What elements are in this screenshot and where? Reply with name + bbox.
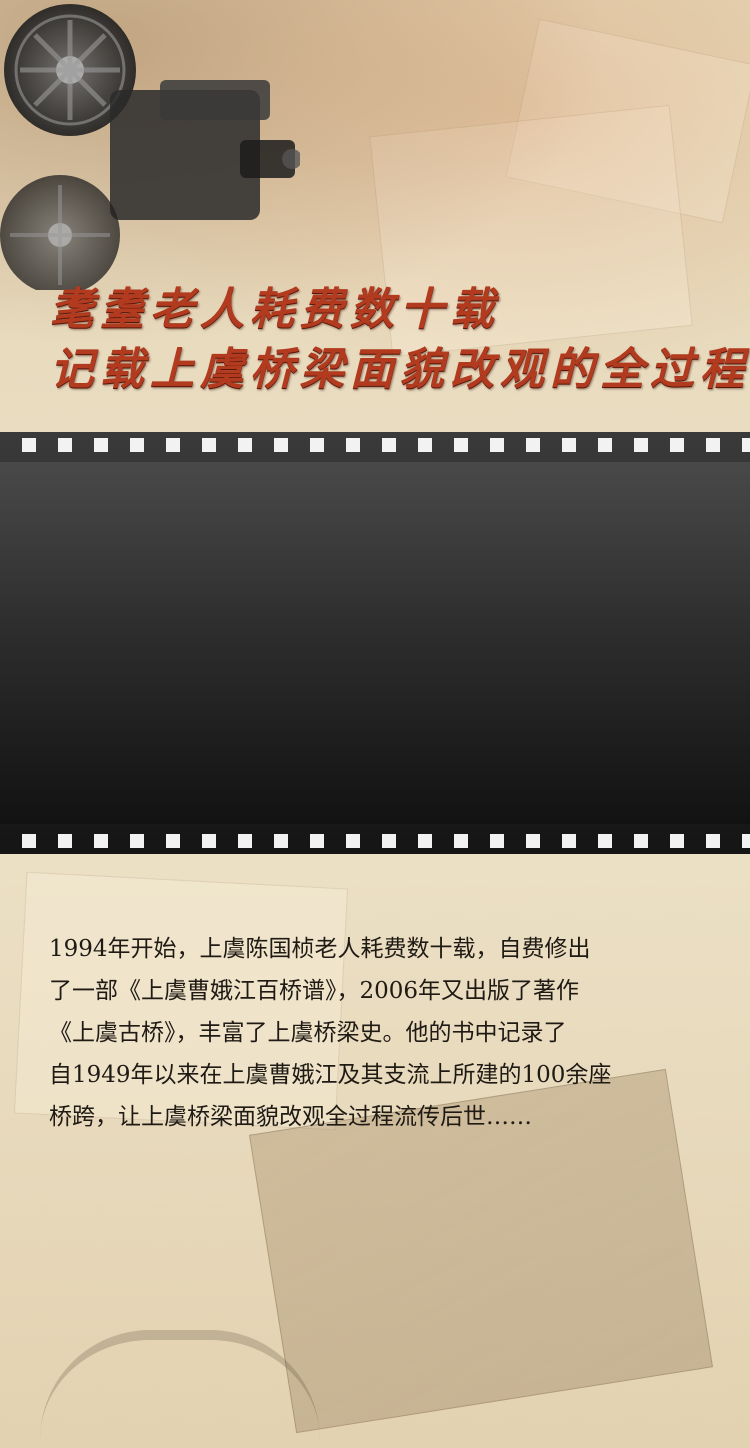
article-paragraph: 1994年开始，上虞陈国桢老人耗费数十载，自费修出 了一部《上虞曹娥江百桥谱》，…	[49, 928, 709, 1138]
paragraph-line: 了一部《上虞曹娥江百桥谱》，2006年又出版了著作	[49, 978, 580, 1004]
film-strip-video-frame	[0, 432, 750, 854]
film-projector-icon	[0, 4, 300, 290]
paragraph-line: 桥跨，让上虞桥梁面貌改观全过程流传后世……	[49, 1104, 532, 1130]
film-sprocket-holes-bottom	[0, 834, 750, 848]
film-sprocket-holes-top	[0, 438, 750, 452]
bridge-photo	[40, 1330, 320, 1440]
title-line-1: 耄耋老人耗费数十载	[50, 284, 500, 335]
paragraph-line: 1994年开始，上虞陈国桢老人耗费数十载，自费修出	[49, 936, 591, 962]
video-frame-area	[0, 462, 750, 824]
paragraph-line: 《上虞古桥》，丰富了上虞桥梁史。他的书中记录了	[49, 1020, 567, 1046]
paragraph-line: 自1949年以来在上虞曹娥江及其支流上所建的100余座	[49, 1062, 612, 1088]
title-line-2: 记载上虞桥梁面貌改观的全过程	[50, 344, 750, 395]
hero-header: 耄耋老人耗费数十载 记载上虞桥梁面貌改观的全过程	[0, 0, 750, 432]
page-title: 耄耋老人耗费数十载 记载上虞桥梁面貌改观的全过程	[50, 280, 750, 400]
